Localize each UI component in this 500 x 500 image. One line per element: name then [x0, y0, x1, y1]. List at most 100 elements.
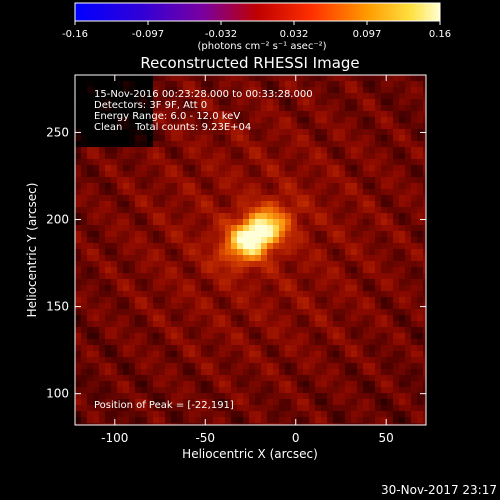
- heatmap-pixel: [315, 267, 321, 273]
- heatmap-pixel: [315, 75, 321, 81]
- heatmap-pixel: [309, 171, 315, 177]
- heatmap-pixel: [147, 411, 153, 417]
- heatmap-pixel: [111, 279, 117, 285]
- heatmap-pixel: [93, 213, 99, 219]
- heatmap-pixel: [117, 147, 123, 153]
- heatmap-pixel: [387, 171, 393, 177]
- heatmap-pixel: [345, 231, 351, 237]
- heatmap-pixel: [315, 207, 321, 213]
- heatmap-pixel: [207, 291, 213, 297]
- heatmap-pixel: [243, 183, 249, 189]
- heatmap-pixel: [141, 279, 147, 285]
- heatmap-pixel: [147, 183, 153, 189]
- heatmap-pixel: [375, 99, 381, 105]
- heatmap-pixel: [153, 105, 159, 111]
- heatmap-pixel: [309, 93, 315, 99]
- heatmap-pixel: [327, 87, 333, 93]
- heatmap-pixel: [369, 321, 375, 327]
- heatmap-pixel: [75, 351, 81, 357]
- heatmap-pixel: [99, 279, 105, 285]
- heatmap-pixel: [339, 99, 345, 105]
- heatmap-pixel: [183, 279, 189, 285]
- heatmap-pixel: [345, 123, 351, 129]
- heatmap-pixel: [285, 345, 291, 351]
- heatmap-pixel: [339, 165, 345, 171]
- heatmap-pixel: [111, 201, 117, 207]
- heatmap-pixel: [411, 297, 417, 303]
- heatmap-pixel: [135, 81, 141, 87]
- heatmap-pixel: [165, 363, 171, 369]
- heatmap-pixel: [117, 345, 123, 351]
- heatmap-pixel: [165, 399, 171, 405]
- heatmap-pixel: [75, 267, 81, 273]
- heatmap-pixel: [315, 147, 321, 153]
- heatmap-pixel: [105, 135, 111, 141]
- heatmap-pixel: [177, 411, 183, 417]
- heatmap-pixel: [207, 117, 213, 123]
- heatmap-pixel: [225, 333, 231, 339]
- heatmap-pixel: [321, 141, 327, 147]
- heatmap-pixel: [255, 165, 261, 171]
- heatmap-pixel: [243, 207, 249, 213]
- heatmap-pixel: [171, 231, 177, 237]
- heatmap-pixel: [75, 201, 81, 207]
- heatmap-pixel: [405, 399, 411, 405]
- heatmap-pixel: [105, 219, 111, 225]
- heatmap-pixel: [141, 159, 147, 165]
- heatmap-pixel: [327, 219, 333, 225]
- heatmap-pixel: [99, 165, 105, 171]
- heatmap-pixel: [273, 393, 279, 399]
- heatmap-pixel: [75, 399, 81, 405]
- heatmap-pixel: [231, 387, 237, 393]
- heatmap-pixel: [267, 237, 273, 243]
- heatmap-pixel: [399, 201, 405, 207]
- heatmap-pixel: [99, 171, 105, 177]
- heatmap-pixel: [393, 129, 399, 135]
- heatmap-pixel: [153, 207, 159, 213]
- heatmap-pixel: [399, 315, 405, 321]
- heatmap-pixel: [195, 99, 201, 105]
- heatmap-pixel: [249, 399, 255, 405]
- heatmap-pixel: [267, 189, 273, 195]
- heatmap-pixel: [177, 291, 183, 297]
- heatmap-pixel: [357, 351, 363, 357]
- heatmap-pixel: [375, 315, 381, 321]
- heatmap-pixel: [195, 183, 201, 189]
- heatmap-pixel: [219, 135, 225, 141]
- heatmap-pixel: [75, 303, 81, 309]
- heatmap-pixel: [219, 345, 225, 351]
- heatmap-pixel: [213, 93, 219, 99]
- heatmap-pixel: [303, 123, 309, 129]
- heatmap-pixel: [417, 405, 423, 411]
- heatmap-pixel: [237, 285, 243, 291]
- heatmap-pixel: [399, 147, 405, 153]
- heatmap-pixel: [375, 327, 381, 333]
- heatmap-pixel: [105, 333, 111, 339]
- heatmap-pixel: [195, 243, 201, 249]
- heatmap-pixel: [171, 111, 177, 117]
- heatmap-pixel: [207, 87, 213, 93]
- heatmap-pixel: [81, 393, 87, 399]
- heatmap-pixel: [321, 171, 327, 177]
- heatmap-pixel: [363, 189, 369, 195]
- heatmap-pixel: [345, 105, 351, 111]
- heatmap-pixel: [231, 81, 237, 87]
- heatmap-pixel: [195, 105, 201, 111]
- heatmap-pixel: [255, 135, 261, 141]
- heatmap-pixel: [411, 111, 417, 117]
- annotation-time-range: 15-Nov-2016 00:23:28.000 to 00:33:28.000: [94, 89, 313, 100]
- heatmap-pixel: [417, 351, 423, 357]
- heatmap-pixel: [231, 285, 237, 291]
- heatmap-pixel: [207, 303, 213, 309]
- heatmap-pixel: [117, 81, 123, 87]
- heatmap-pixel: [387, 357, 393, 363]
- heatmap-pixel: [153, 333, 159, 339]
- heatmap-pixel: [387, 159, 393, 165]
- heatmap-pixel: [81, 87, 87, 93]
- heatmap-pixel: [99, 351, 105, 357]
- heatmap-pixel: [243, 147, 249, 153]
- heatmap-pixel: [117, 75, 123, 81]
- heatmap-pixel: [141, 291, 147, 297]
- heatmap-pixel: [183, 333, 189, 339]
- heatmap-pixel: [321, 267, 327, 273]
